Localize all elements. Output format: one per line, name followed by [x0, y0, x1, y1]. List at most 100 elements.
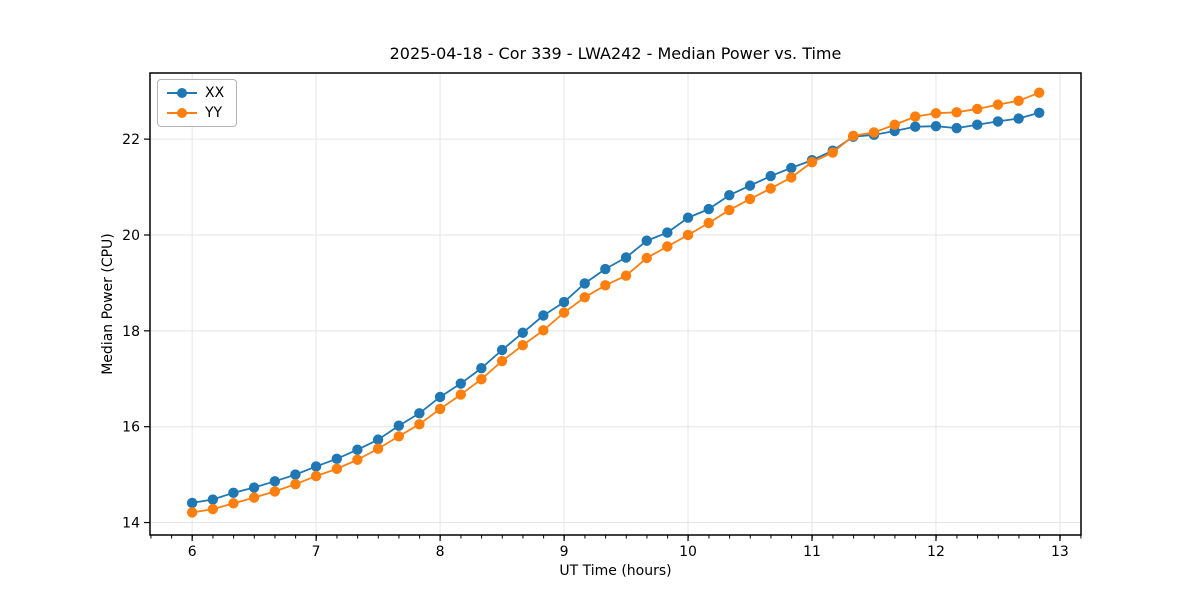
- data-point-xx: [641, 235, 652, 246]
- data-point-yy: [930, 108, 942, 119]
- legend-item-yy: YY: [167, 106, 224, 120]
- data-point-xx: [228, 487, 239, 499]
- data-point-xx: [1034, 107, 1045, 118]
- data-point-yy: [703, 217, 714, 229]
- data-point-xx: [662, 227, 673, 238]
- x-axis-label: UT Time (hours): [559, 563, 672, 579]
- data-point-xx: [703, 203, 714, 215]
- data-point-xx: [352, 444, 363, 455]
- data-point-yy: [724, 204, 735, 216]
- data-point-xx: [951, 122, 962, 134]
- data-point-yy: [910, 111, 921, 122]
- data-point-xx: [331, 453, 343, 464]
- data-point-xx: [310, 461, 322, 472]
- data-point-yy: [269, 486, 281, 497]
- series-line-xx: [192, 111, 1040, 504]
- data-point-yy: [662, 241, 673, 252]
- legend-label-yy: YY: [205, 105, 223, 121]
- y-tick-label: 16: [122, 420, 140, 436]
- data-point-xx: [724, 190, 735, 201]
- chart-title: 2025-04-18 - Cor 339 - LWA242 - Median P…: [389, 44, 842, 63]
- data-point-yy: [476, 374, 487, 385]
- data-point-xx: [765, 170, 776, 182]
- data-point-xx: [476, 363, 487, 374]
- y-tick-label: 22: [122, 132, 140, 148]
- data-point-yy: [517, 340, 528, 351]
- data-point-xx: [558, 296, 570, 308]
- data-point-xx: [186, 497, 198, 509]
- data-point-xx: [786, 162, 797, 174]
- data-point-yy: [248, 492, 260, 503]
- data-point-xx: [972, 119, 983, 130]
- legend-item-xx: XX: [167, 86, 224, 100]
- line-marker-icon: [167, 108, 197, 118]
- data-point-yy: [414, 419, 425, 430]
- line-marker-icon: [167, 88, 197, 98]
- data-point-yy: [1013, 95, 1024, 106]
- data-point-yy: [393, 431, 405, 442]
- data-point-xx: [414, 408, 425, 419]
- data-point-yy: [951, 107, 962, 118]
- data-point-xx: [910, 121, 921, 132]
- data-point-xx: [620, 252, 632, 263]
- data-point-xx: [744, 180, 756, 191]
- data-point-yy: [558, 307, 570, 318]
- data-point-xx: [393, 420, 405, 431]
- data-point-yy: [868, 127, 880, 138]
- data-point-yy: [310, 470, 322, 482]
- data-point-yy: [455, 389, 466, 400]
- data-point-xx: [269, 476, 281, 487]
- x-tick-label: 10: [679, 544, 697, 560]
- data-point-yy: [331, 463, 343, 475]
- data-point-xx: [579, 278, 590, 289]
- data-point-yy: [372, 443, 384, 454]
- data-point-yy: [579, 292, 590, 303]
- data-point-yy: [641, 252, 652, 264]
- y-tick-label: 20: [122, 228, 140, 244]
- y-tick-label: 14: [122, 516, 140, 532]
- x-tick-label: 11: [803, 544, 821, 560]
- data-point-xx: [600, 263, 611, 275]
- data-point-xx: [248, 482, 260, 493]
- data-point-yy: [352, 454, 363, 465]
- y-tick-label: 18: [122, 324, 140, 340]
- data-point-xx: [455, 378, 466, 389]
- data-point-yy: [186, 507, 198, 518]
- x-tick-label: 7: [312, 544, 321, 560]
- data-point-yy: [744, 193, 756, 205]
- series-line-yy: [192, 91, 1040, 514]
- data-point-yy: [434, 403, 446, 415]
- data-point-xx: [517, 327, 528, 338]
- data-point-xx: [538, 310, 549, 321]
- y-axis-label: Median Power (CPU): [100, 233, 116, 375]
- data-point-xx: [992, 116, 1004, 127]
- x-tick-label: 12: [927, 544, 945, 560]
- data-point-yy: [1034, 87, 1045, 98]
- data-point-xx: [930, 120, 942, 132]
- data-point-xx: [496, 344, 508, 356]
- data-point-yy: [972, 103, 983, 115]
- x-tick-label: 9: [560, 544, 569, 560]
- data-point-yy: [600, 280, 611, 291]
- data-point-yy: [538, 325, 549, 336]
- data-point-xx: [1013, 113, 1024, 124]
- data-point-yy: [620, 270, 632, 281]
- data-point-xx: [434, 391, 446, 403]
- data-point-yy: [786, 172, 797, 183]
- legend-label-xx: XX: [205, 85, 225, 101]
- data-point-yy: [806, 156, 818, 168]
- legend: XX YY: [157, 79, 238, 127]
- data-point-yy: [827, 147, 838, 158]
- data-point-yy: [765, 183, 776, 194]
- data-point-yy: [496, 355, 508, 367]
- data-point-xx: [682, 212, 694, 223]
- data-point-yy: [848, 130, 859, 141]
- data-point-yy: [889, 119, 900, 130]
- data-point-yy: [682, 229, 694, 241]
- data-point-xx: [207, 494, 219, 505]
- plot-frame: [149, 72, 1082, 536]
- data-point-xx: [372, 434, 384, 445]
- data-point-yy: [992, 99, 1004, 110]
